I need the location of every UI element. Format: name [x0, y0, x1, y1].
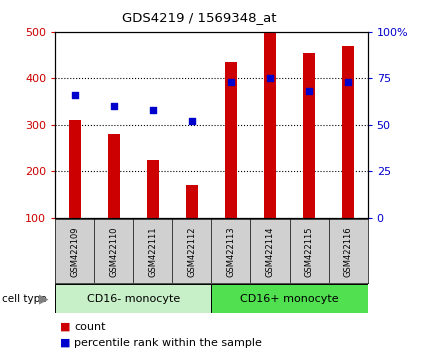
Text: CD16- monocyte: CD16- monocyte	[87, 294, 180, 304]
Text: ■: ■	[60, 338, 70, 348]
Bar	[69, 120, 81, 264]
Text: ▶: ▶	[39, 292, 49, 305]
Bar	[211, 284, 368, 313]
Text: count: count	[74, 322, 106, 332]
Text: percentile rank within the sample: percentile rank within the sample	[74, 338, 262, 348]
Point	[150, 107, 156, 113]
Point	[227, 79, 234, 85]
Point	[266, 75, 273, 81]
Text: GSM422110: GSM422110	[109, 226, 118, 276]
Text: GSM422112: GSM422112	[187, 226, 196, 276]
Point	[345, 79, 351, 85]
Text: cell type: cell type	[2, 294, 47, 304]
Bar	[186, 185, 198, 264]
Text: GSM422113: GSM422113	[227, 226, 235, 277]
Text: ■: ■	[60, 322, 70, 332]
Bar	[225, 62, 237, 264]
Text: GDS4219 / 1569348_at: GDS4219 / 1569348_at	[122, 11, 277, 24]
Text: GSM422111: GSM422111	[148, 226, 157, 276]
Bar	[55, 284, 211, 313]
Text: GSM422109: GSM422109	[70, 226, 79, 276]
Point	[189, 118, 196, 124]
Bar	[342, 46, 354, 264]
Point	[110, 103, 117, 109]
Point	[306, 88, 312, 94]
Bar	[303, 53, 315, 264]
Text: CD16+ monocyte: CD16+ monocyte	[240, 294, 339, 304]
Text: GSM422115: GSM422115	[305, 226, 314, 276]
Text: GSM422114: GSM422114	[266, 226, 275, 276]
Bar	[108, 134, 120, 264]
Bar	[147, 160, 159, 264]
Text: GSM422116: GSM422116	[343, 226, 353, 277]
Bar	[264, 32, 276, 264]
Point	[71, 92, 78, 98]
